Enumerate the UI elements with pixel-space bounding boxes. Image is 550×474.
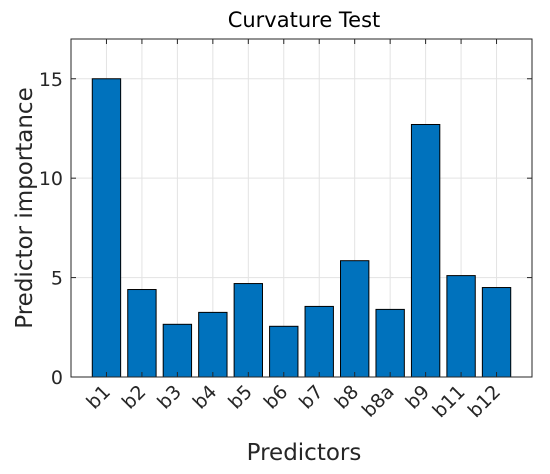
y-tick-label: 5 xyxy=(51,268,63,290)
x-tick-label: b6 xyxy=(260,381,293,414)
bar-b3 xyxy=(162,323,193,378)
y-tick-label: 0 xyxy=(51,367,63,389)
plot-frame xyxy=(70,38,533,378)
x-tick-label: b1 xyxy=(82,381,115,414)
y-axis-ticks: 0 5 10 15 xyxy=(39,69,532,389)
bar-b2 xyxy=(127,289,157,378)
chart-title: Curvature Test xyxy=(228,8,381,32)
bar-b4 xyxy=(198,311,228,378)
bar-b6 xyxy=(269,325,299,378)
bar-b7 xyxy=(304,305,334,378)
y-tick-label: 15 xyxy=(39,69,63,91)
bar-b5 xyxy=(233,283,263,378)
bar-b11 xyxy=(446,275,476,378)
x-tick-label: b8 xyxy=(331,381,364,414)
y-tick-label: 10 xyxy=(39,168,63,190)
x-tick-label: b3 xyxy=(153,381,186,414)
x-tick-label: b8a xyxy=(358,381,399,422)
bars xyxy=(91,78,512,378)
x-tick-label: b12 xyxy=(464,381,505,422)
bar-b8a xyxy=(375,308,405,378)
bar-b12 xyxy=(481,287,512,378)
bar-b8 xyxy=(340,260,370,378)
x-tick-label: b4 xyxy=(189,381,222,414)
x-tick-label: b2 xyxy=(118,381,151,414)
x-tick-label: b5 xyxy=(224,381,257,414)
x-tick-label: b7 xyxy=(295,381,328,414)
bar-b1 xyxy=(91,78,122,378)
y-axis-label: Predictor importance xyxy=(12,87,38,328)
x-axis-label: Predictors xyxy=(247,440,362,466)
bar-b9 xyxy=(410,123,441,378)
x-tick-label: b11 xyxy=(428,381,469,422)
